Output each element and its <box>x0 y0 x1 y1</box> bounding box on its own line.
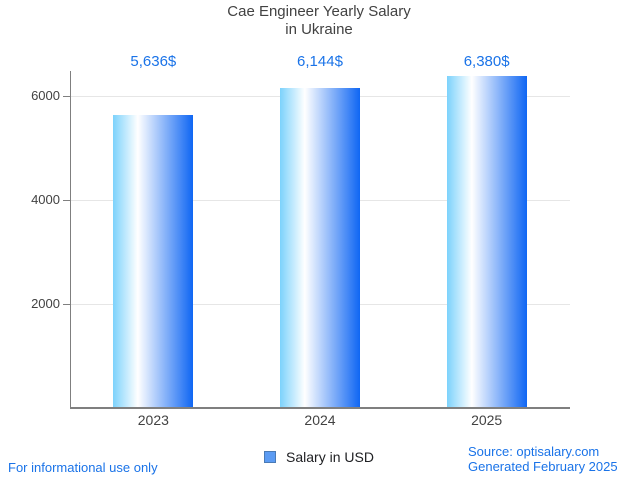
legend-label: Salary in USD <box>286 449 374 465</box>
chart-title-line-1: Cae Engineer Yearly Salary <box>227 3 411 20</box>
y-axis-tick <box>63 199 70 201</box>
x-axis-label: 2023 <box>137 412 169 428</box>
chart-title: Cae Engineer Yearly Salary in Ukraine <box>0 3 638 39</box>
y-axis-tick <box>63 95 70 97</box>
bar-value-label: 5,636$ <box>130 53 177 70</box>
y-axis-tick-label: 4000 <box>31 192 60 208</box>
chart-title-line-2: in Ukraine <box>285 21 353 38</box>
legend-swatch-icon <box>264 451 277 463</box>
y-axis-tick-label: 2000 <box>31 296 60 312</box>
bar-value-label: 6,380$ <box>463 53 510 70</box>
y-axis-tick <box>63 303 70 305</box>
source-block: Source: optisalary.com Generated Februar… <box>468 444 618 474</box>
y-axis-line <box>70 71 71 408</box>
generated-date-text: Generated February 2025 <box>468 459 618 474</box>
legend: Salary in USD <box>0 449 638 465</box>
disclaimer-text: For informational use only <box>8 460 158 475</box>
source-text: Source: optisalary.com <box>468 444 600 459</box>
x-axis-line <box>70 407 570 409</box>
x-axis-label: 2025 <box>471 412 503 428</box>
y-axis-tick-label: 6000 <box>31 88 60 104</box>
bar <box>446 76 527 408</box>
bar <box>280 88 360 408</box>
bar <box>113 114 194 408</box>
x-axis-label: 2024 <box>304 412 336 428</box>
bar-value-label: 6,144$ <box>297 53 343 70</box>
